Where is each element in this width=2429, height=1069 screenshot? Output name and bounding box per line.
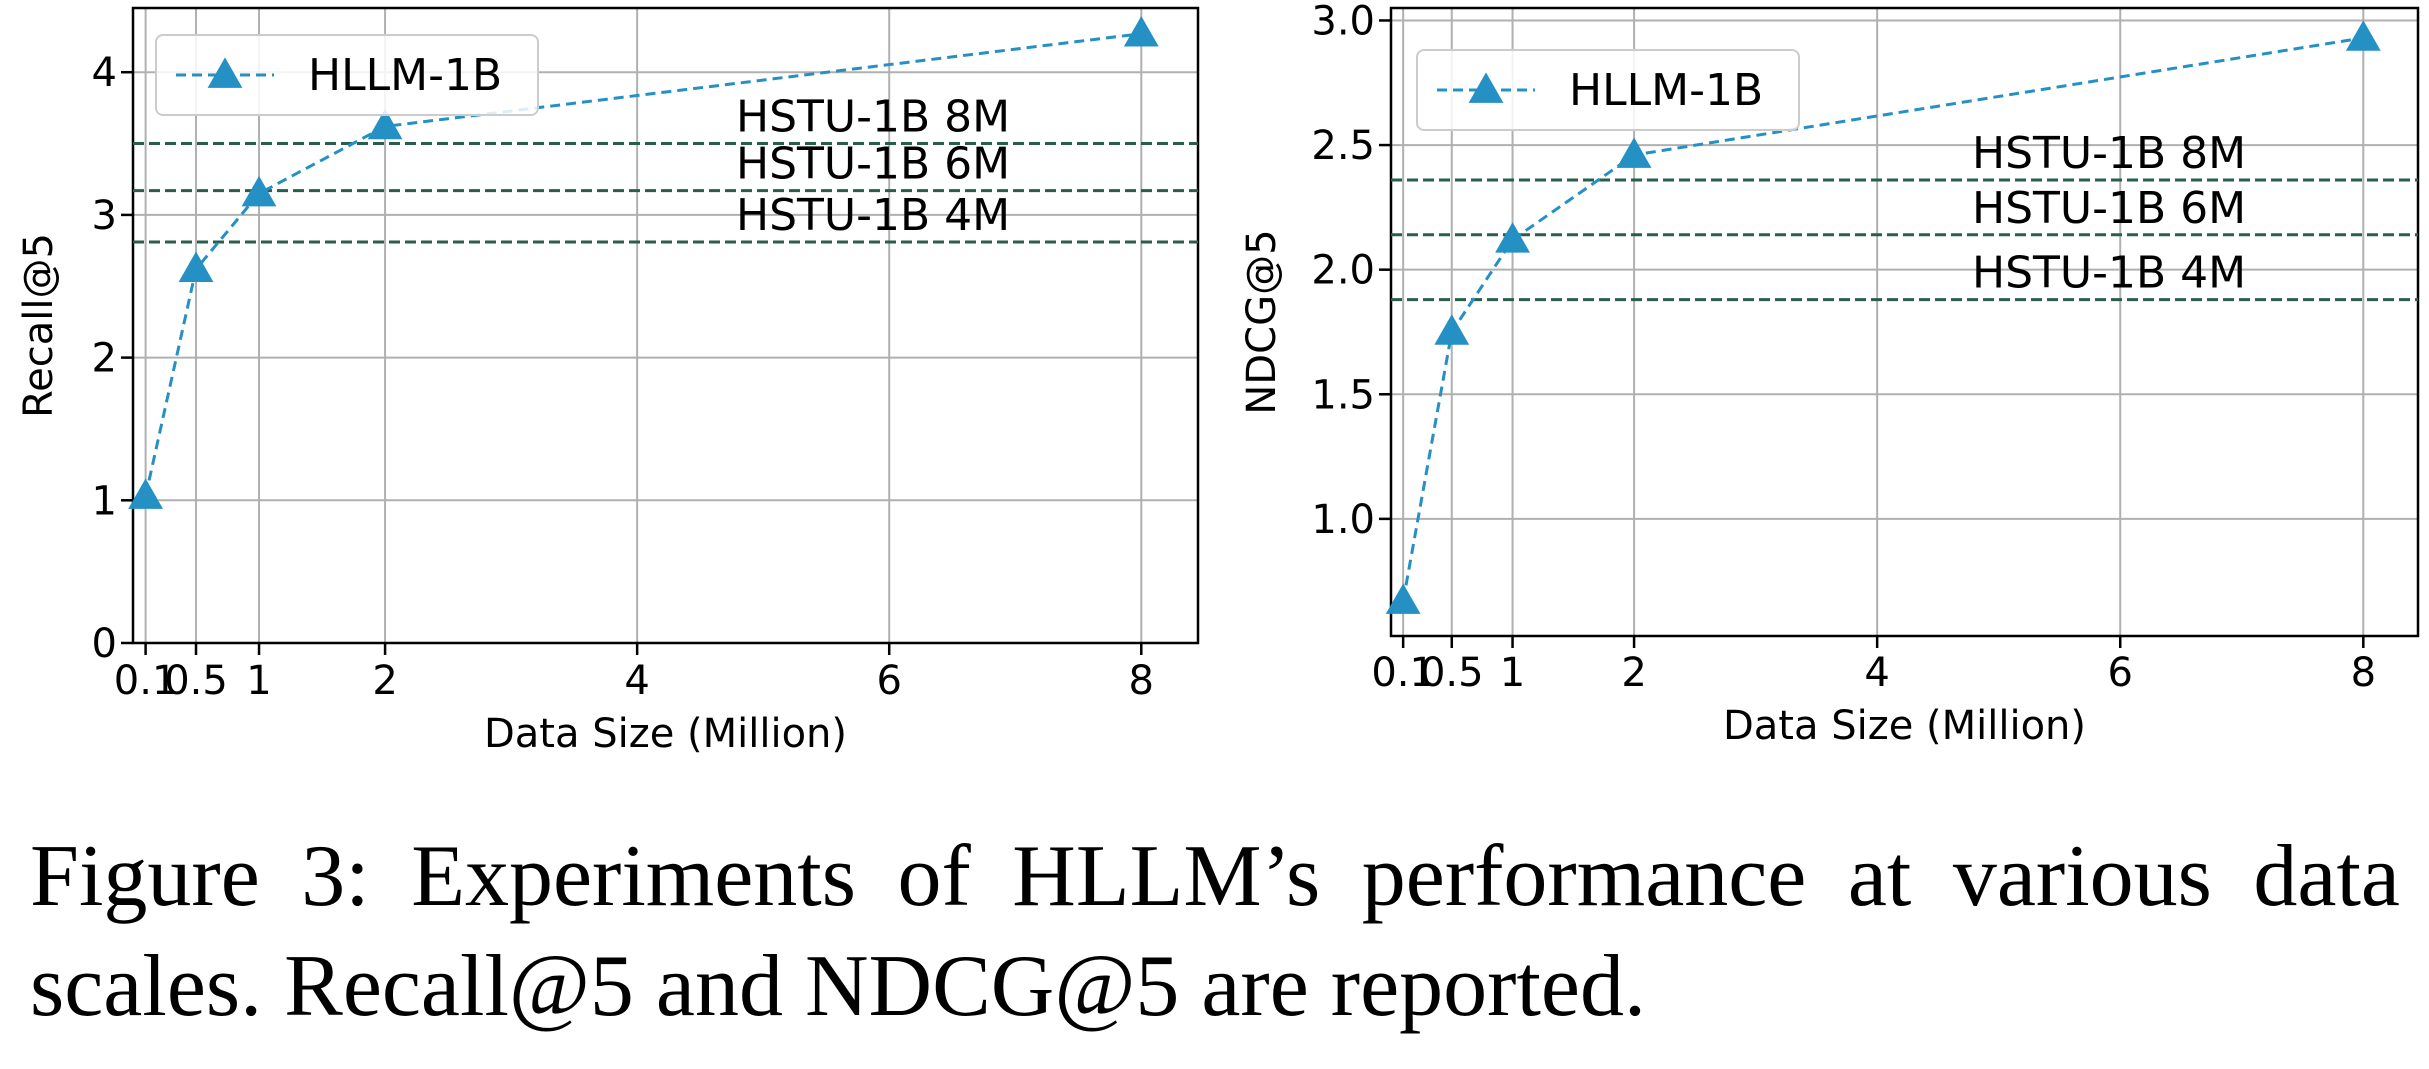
y-tick-label: 2.5 bbox=[1311, 123, 1375, 169]
x-tick-label: 0.5 bbox=[164, 658, 228, 704]
x-tick-label: 0.1 bbox=[1371, 650, 1435, 696]
y-axis-title: NDCG@5 bbox=[1239, 229, 1285, 414]
y-tick-label: 2.0 bbox=[1311, 248, 1375, 294]
recall-chart: 0.10.5 1 2 4 6 8 0 1 2 3 4 Data Size (Million) Recal… bbox=[16, 6, 1200, 757]
legend-marker bbox=[207, 57, 243, 88]
y-axis-title: Recall@5 bbox=[16, 233, 62, 418]
legend-label: HLLM-1B bbox=[1569, 65, 1763, 116]
x-axis-title: Data Size (Million) bbox=[1723, 703, 2086, 749]
legend-box bbox=[155, 34, 539, 116]
y-tick-label: 3 bbox=[92, 193, 117, 239]
x-tick-label: 0.1 bbox=[114, 658, 178, 704]
series-line bbox=[1401, 36, 2364, 602]
data-point-marker bbox=[367, 108, 403, 140]
y-tick-label: 0 bbox=[92, 621, 117, 667]
reference-line-label: HSTU-1B 4M bbox=[1972, 248, 2246, 299]
x-tick-label: 1 bbox=[1500, 650, 1525, 696]
y-tick-label: 1 bbox=[92, 478, 117, 524]
y-tick-label: 1.5 bbox=[1311, 372, 1375, 418]
y-tick-label: 4 bbox=[92, 50, 117, 96]
figure-caption: Figure 3: Experiments of HLLM’s performa… bbox=[30, 828, 2400, 1035]
x-tick-label: 1 bbox=[246, 658, 271, 704]
x-tick-label: 4 bbox=[624, 658, 649, 704]
y-tick-label: 2 bbox=[92, 336, 117, 382]
data-point-marker bbox=[1616, 137, 1652, 168]
x-tick-label: 6 bbox=[876, 658, 901, 704]
x-tick-label: 8 bbox=[1129, 658, 1154, 704]
x-tick-label: 2 bbox=[372, 658, 397, 704]
y-tick-label: 1.0 bbox=[1311, 497, 1375, 543]
x-tick-label: 0.5 bbox=[1420, 650, 1484, 696]
legend-label: HLLM-1B bbox=[308, 50, 502, 101]
data-point-marker bbox=[2345, 20, 2381, 51]
data-point-marker bbox=[241, 175, 277, 207]
plot-frame bbox=[1389, 6, 2420, 638]
data-point-marker bbox=[178, 251, 214, 282]
x-tick-label: 4 bbox=[1864, 650, 1889, 696]
data-point-marker bbox=[1434, 314, 1470, 345]
reference-line-label: HSTU-1B 8M bbox=[736, 92, 1010, 143]
x-tick-label: 2 bbox=[1621, 650, 1646, 696]
data-point-marker bbox=[1123, 16, 1159, 47]
reference-line-label: HSTU-1B 4M bbox=[736, 190, 1010, 241]
x-tick-label: 8 bbox=[2351, 650, 2376, 696]
x-axis-title: Data Size (Million) bbox=[484, 711, 847, 757]
reference-line-label: HSTU-1B 6M bbox=[736, 139, 1010, 190]
x-tick-label: 6 bbox=[2108, 650, 2133, 696]
reference-line-label: HSTU-1B 6M bbox=[1972, 183, 2246, 234]
legend-box bbox=[1416, 49, 1800, 131]
data-point-marker bbox=[128, 478, 164, 509]
series-line bbox=[144, 32, 1142, 497]
legend-marker bbox=[1468, 72, 1504, 103]
data-point-marker bbox=[1385, 583, 1421, 614]
y-tick-label: 3.0 bbox=[1311, 0, 1375, 44]
plot-frame bbox=[131, 6, 1200, 645]
reference-line-label: HSTU-1B 8M bbox=[1972, 128, 2246, 179]
ndcg-chart: 0.10.5 1 2 4 6 8 1.0 1.5 2.0 2.5 3.0 Data Size (Mil… bbox=[1239, 0, 2420, 749]
data-point-marker bbox=[1495, 222, 1530, 253]
